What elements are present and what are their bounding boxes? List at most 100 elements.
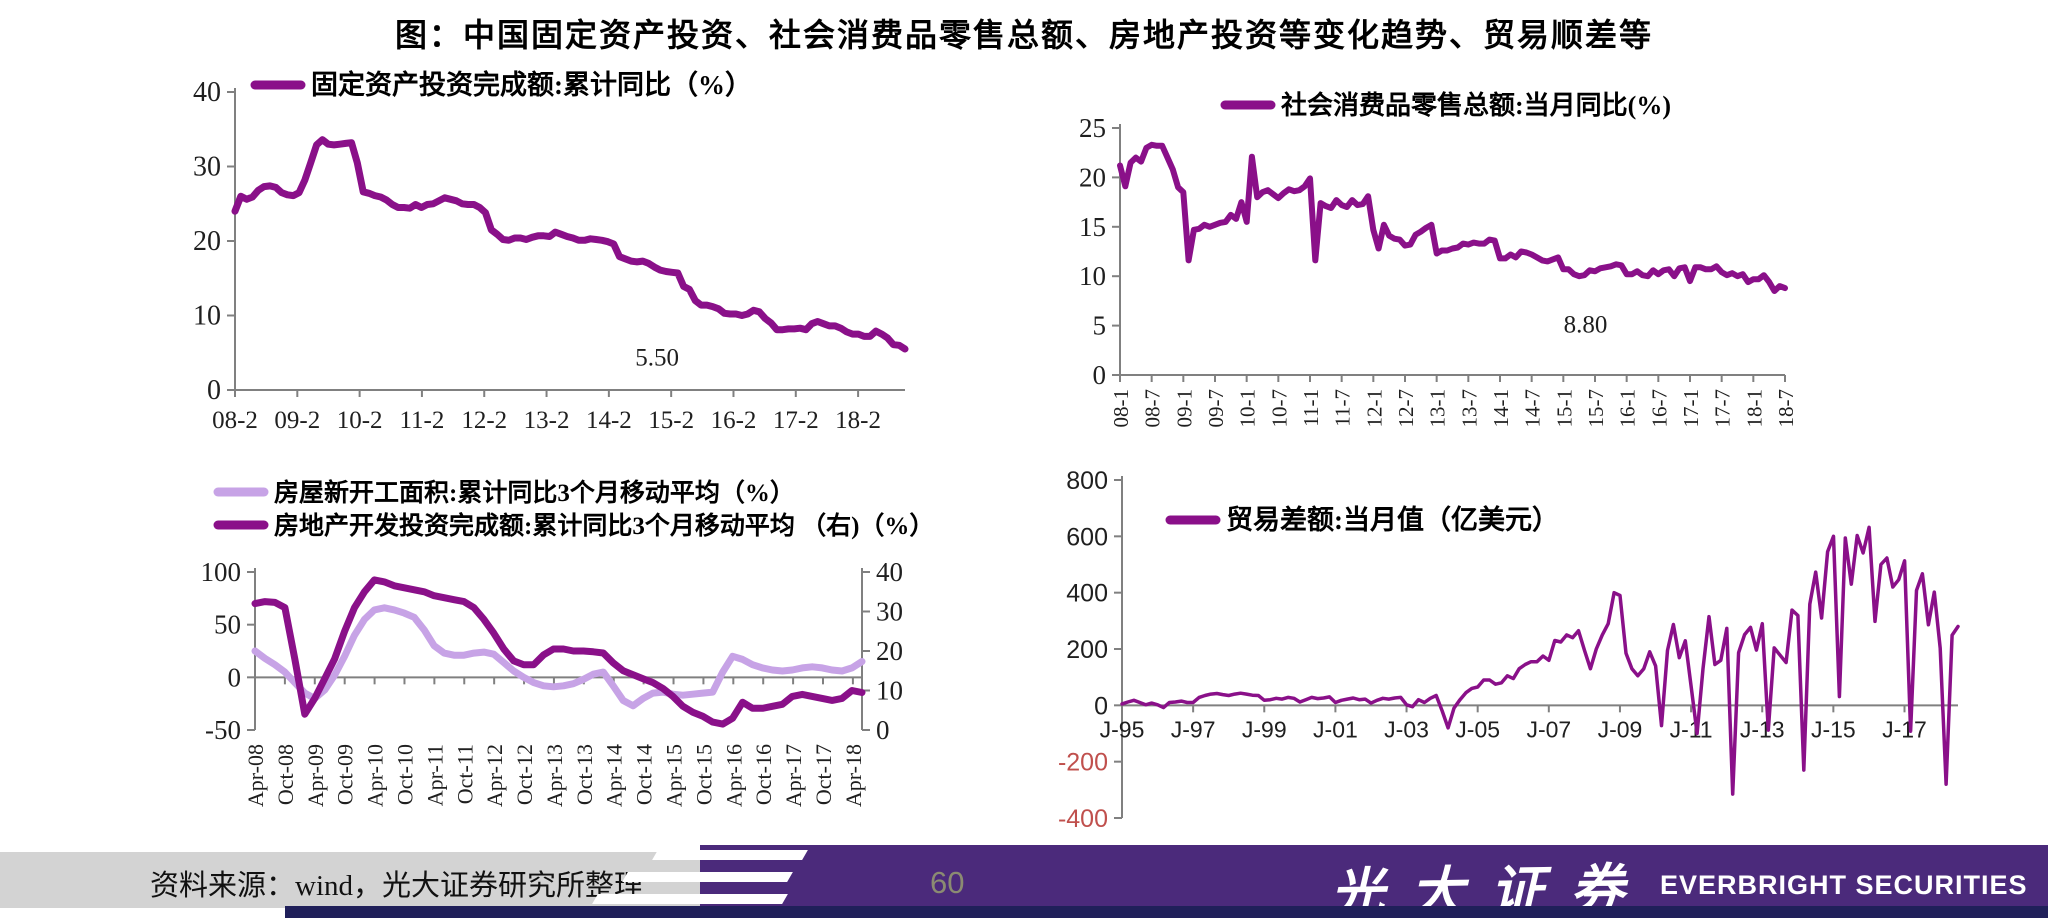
svg-text:Apr-12: Apr-12: [482, 744, 507, 807]
svg-text:09-2: 09-2: [274, 407, 320, 434]
svg-text:40: 40: [193, 77, 221, 108]
svg-text:-50: -50: [205, 715, 241, 745]
svg-text:Oct-14: Oct-14: [632, 744, 657, 805]
svg-text:J-03: J-03: [1384, 716, 1429, 742]
svg-text:10: 10: [193, 301, 221, 332]
svg-text:Apr-10: Apr-10: [363, 744, 388, 807]
svg-text:10-1: 10-1: [1236, 389, 1260, 428]
svg-text:Apr-14: Apr-14: [602, 744, 627, 807]
svg-text:11-1: 11-1: [1299, 389, 1323, 427]
svg-text:15-7: 15-7: [1584, 389, 1608, 428]
svg-text:17-1: 17-1: [1679, 389, 1703, 428]
svg-text:5.50: 5.50: [635, 344, 679, 371]
svg-text:200: 200: [1066, 636, 1108, 664]
svg-text:Apr-15: Apr-15: [662, 744, 687, 807]
svg-text:社会消费品零售总额:当月同比(%): 社会消费品零售总额:当月同比(%): [1281, 90, 1671, 120]
svg-text:13-7: 13-7: [1457, 389, 1481, 428]
svg-text:Oct-08: Oct-08: [273, 744, 298, 805]
svg-text:08-7: 08-7: [1141, 389, 1165, 428]
svg-text:J-09: J-09: [1598, 716, 1643, 742]
footer-gray-band: 资料来源：wind，光大证券研究所整理: [0, 852, 760, 908]
svg-text:10-2: 10-2: [337, 407, 383, 434]
page-title: 图：中国固定资产投资、社会消费品零售总额、房地产投资等变化趋势、贸易顺差等: [394, 17, 1653, 53]
svg-text:J-11: J-11: [1670, 716, 1713, 742]
svg-text:房地产开发投资完成额:累计同比3个月移动平均 （右)（%）: 房地产开发投资完成额:累计同比3个月移动平均 （右)（%）: [274, 511, 934, 540]
svg-text:Oct-16: Oct-16: [751, 744, 776, 805]
svg-text:10: 10: [1079, 261, 1106, 291]
svg-text:13-1: 13-1: [1426, 389, 1450, 428]
svg-text:Oct-12: Oct-12: [512, 744, 537, 805]
svg-text:5: 5: [1093, 311, 1107, 341]
svg-text:J-97: J-97: [1171, 716, 1216, 742]
decorative-slash: [622, 872, 793, 882]
svg-text:600: 600: [1066, 523, 1108, 551]
svg-text:Oct-13: Oct-13: [572, 744, 597, 805]
svg-text:-200: -200: [1058, 749, 1108, 777]
svg-text:J-05: J-05: [1455, 716, 1500, 742]
svg-text:14-7: 14-7: [1521, 389, 1545, 428]
svg-text:14-1: 14-1: [1489, 389, 1513, 428]
footer-purple-band: 60 光大证券 EVERBRIGHT SECURITIES: [592, 845, 2048, 918]
svg-text:Apr-09: Apr-09: [303, 744, 328, 807]
svg-text:贸易差额:当月值（亿美元）: 贸易差额:当月值（亿美元）: [1226, 504, 1559, 535]
svg-text:J-99: J-99: [1242, 716, 1287, 742]
svg-text:15-1: 15-1: [1552, 389, 1576, 428]
svg-text:10-7: 10-7: [1267, 389, 1291, 428]
svg-text:J-15: J-15: [1811, 716, 1856, 742]
svg-text:16-7: 16-7: [1647, 389, 1671, 428]
svg-text:20: 20: [1079, 162, 1106, 192]
svg-text:800: 800: [1066, 467, 1108, 495]
svg-text:10: 10: [876, 676, 903, 706]
svg-text:8.80: 8.80: [1564, 312, 1608, 339]
svg-text:30: 30: [193, 152, 221, 183]
svg-text:13-2: 13-2: [524, 407, 570, 434]
svg-text:09-1: 09-1: [1172, 389, 1196, 428]
svg-text:15: 15: [1079, 212, 1106, 242]
svg-text:0: 0: [228, 662, 242, 692]
svg-text:Apr-13: Apr-13: [542, 744, 567, 807]
svg-text:12-7: 12-7: [1394, 389, 1418, 428]
svg-text:100: 100: [201, 557, 242, 587]
svg-text:17-7: 17-7: [1711, 389, 1735, 428]
svg-text:Oct-17: Oct-17: [811, 744, 836, 805]
decorative-slash: [652, 850, 808, 860]
svg-text:J-07: J-07: [1526, 716, 1571, 742]
svg-text:Apr-17: Apr-17: [781, 744, 806, 807]
svg-text:Apr-11: Apr-11: [422, 744, 447, 806]
svg-text:15-2: 15-2: [648, 407, 694, 434]
svg-text:房屋新开工面积:累计同比3个月移动平均（%）: 房屋新开工面积:累计同比3个月移动平均（%）: [274, 478, 795, 507]
svg-text:25: 25: [1079, 113, 1106, 143]
svg-text:0: 0: [1094, 692, 1108, 720]
svg-text:12-2: 12-2: [461, 407, 507, 434]
retail-sales-chart: 0 5 10 15 20 25 08-1 08-7 09-1 09-7 10-1 10-7 11-1 11…: [1079, 90, 1798, 428]
svg-text:Apr-18: Apr-18: [841, 744, 866, 807]
svg-text:Oct-15: Oct-15: [691, 744, 716, 805]
svg-text:16-1: 16-1: [1616, 389, 1640, 428]
brand-logo-en: EVERBRIGHT SECURITIES: [1660, 870, 2028, 900]
svg-text:40: 40: [876, 557, 903, 587]
svg-text:20: 20: [876, 636, 903, 666]
svg-text:30: 30: [876, 597, 903, 627]
footer-navy-strip: [285, 906, 2048, 918]
decorative-slash: [592, 894, 788, 904]
source-note: 资料来源：wind，光大证券研究所整理: [150, 870, 644, 902]
svg-text:18-2: 18-2: [835, 407, 881, 434]
svg-text:08-1: 08-1: [1109, 389, 1133, 428]
svg-text:11-7: 11-7: [1331, 389, 1355, 427]
svg-text:J-01: J-01: [1313, 716, 1358, 742]
svg-text:18-1: 18-1: [1742, 389, 1766, 428]
fixed-asset-investment-chart: 0 10 20 30 40 08-2 09-2 10-2 11-2 12-2 13-2 14-2 15-…: [193, 69, 909, 434]
svg-text:400: 400: [1066, 580, 1108, 608]
svg-text:20: 20: [193, 226, 221, 257]
svg-text:Oct-11: Oct-11: [452, 744, 477, 804]
svg-text:50: 50: [214, 610, 241, 640]
svg-text:0: 0: [207, 375, 221, 406]
svg-text:0: 0: [1093, 360, 1107, 390]
page-number: 60: [930, 865, 965, 900]
svg-text:17-2: 17-2: [773, 407, 819, 434]
svg-text:18-7: 18-7: [1774, 389, 1798, 428]
trade-balance-chart: 800 600 400 200 0 -200 -400 J-95 J-97 J-99 J-01 J-0…: [1058, 467, 1960, 833]
svg-text:08-2: 08-2: [212, 407, 258, 434]
